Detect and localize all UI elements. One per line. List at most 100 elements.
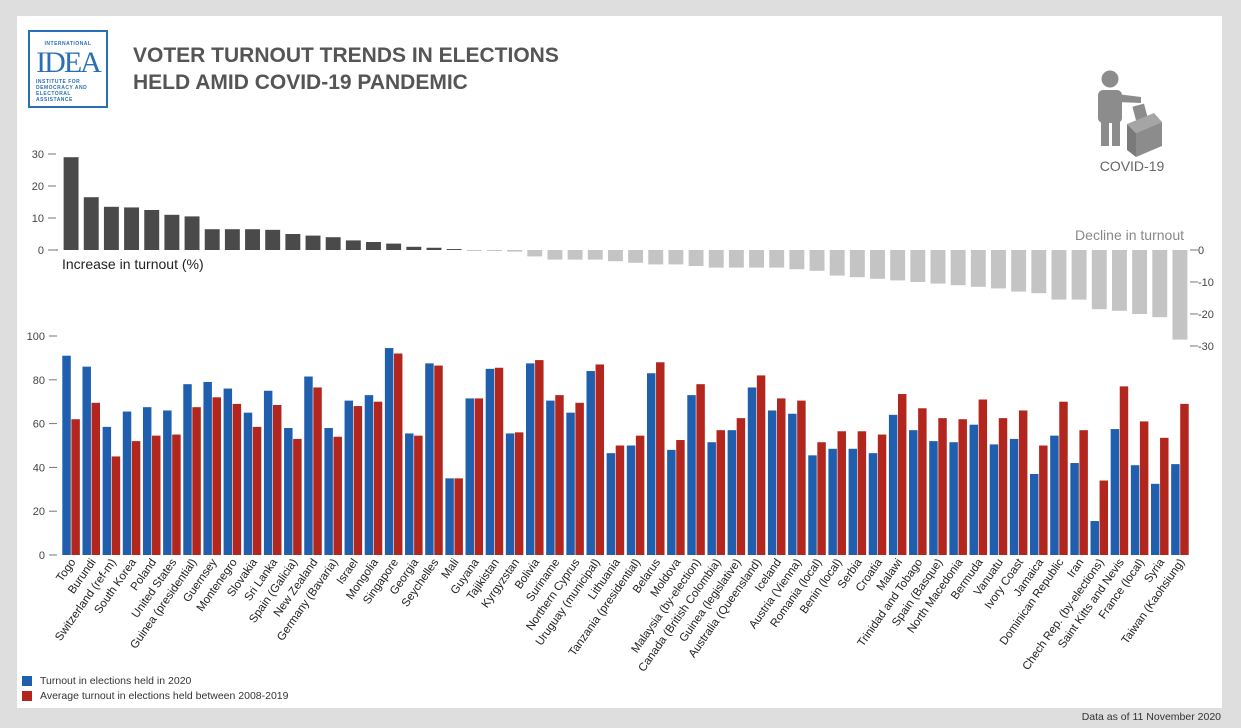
turnout-2020-bar (1030, 473, 1039, 555)
change-bar (426, 247, 442, 250)
change-bar (950, 250, 966, 286)
ballot-box-side (1127, 124, 1136, 157)
change-bar (305, 235, 321, 250)
average-turnout-bar (656, 362, 665, 555)
change-bar (1111, 250, 1127, 311)
average-turnout-bar (918, 408, 927, 555)
average-turnout-bar (91, 402, 101, 555)
change-bar (406, 246, 422, 250)
change-bar (124, 207, 140, 250)
change-bar (890, 250, 906, 281)
average-turnout-bar (595, 364, 605, 555)
turnout-2020-bar (324, 427, 333, 555)
average-turnout-bar (716, 430, 725, 555)
average-turnout-bar (1139, 421, 1149, 555)
average-turnout-bar (333, 436, 342, 555)
data-date-note: Data as of 11 November 2020 (1081, 711, 1221, 723)
change-bar (144, 210, 160, 250)
change-bar (486, 250, 502, 251)
average-turnout-bar (172, 434, 181, 555)
average-turnout-bar (454, 478, 463, 555)
average-turnout-bar (998, 418, 1008, 555)
turnout-2020-bar (82, 366, 91, 555)
turnout-2020-bar (868, 453, 878, 555)
average-turnout-bar (817, 442, 826, 555)
change-bar (224, 229, 240, 250)
turnout-2020-bar (747, 387, 757, 555)
top-right-tick-label: -10 (1198, 277, 1214, 289)
bottom-tick-label: 60 (33, 419, 45, 431)
turnout-2020-bar (122, 411, 132, 555)
change-bar (789, 250, 805, 270)
change-bar (870, 250, 885, 279)
average-turnout-bar (111, 456, 121, 555)
change-bar (628, 250, 644, 263)
change-bar (728, 250, 744, 268)
average-turnout-bar (615, 445, 625, 555)
ballot-box-top (1127, 113, 1162, 133)
turnout-2020-bar (828, 448, 837, 555)
change-bar (1172, 250, 1188, 340)
turnout-2020-bar (62, 355, 71, 555)
turnout-2020-bar (1150, 483, 1160, 555)
legend-item-2020: Turnout in elections held in 2020 (22, 673, 289, 688)
turnout-2020-bar (1090, 521, 1099, 555)
average-turnout-bar (897, 394, 907, 555)
change-bar (265, 229, 281, 250)
change-bar (103, 206, 119, 250)
turnout-change-chart: 30 20 10 0 0 -10 -20 -30 Increase in turnout (%)… (32, 149, 1214, 353)
turnout-2020-bar (767, 410, 777, 555)
turnout-2020-bar (969, 424, 979, 555)
page-title: VOTER TURNOUT TRENDS IN ELECTIONS HELD A… (133, 42, 559, 96)
change-bar (527, 250, 543, 257)
legend-label-average: Average turnout in elections held betwee… (40, 689, 289, 702)
turnout-2020-bar (163, 410, 172, 555)
turnout-2020-bar (1171, 464, 1180, 555)
turnout-2020-bar (707, 442, 716, 555)
ballot-paper (1132, 103, 1148, 121)
turnout-2020-bar (1070, 463, 1079, 555)
turnout-2020-bar (949, 442, 958, 555)
change-bar (366, 242, 381, 250)
average-turnout-bar (313, 387, 322, 555)
change-bar (466, 250, 482, 251)
change-bar (910, 250, 926, 282)
average-turnout-bar (1018, 410, 1028, 555)
average-turnout-bar (131, 441, 141, 555)
logo-main-text: IDEA (36, 46, 102, 79)
average-turnout-bar (232, 403, 242, 555)
change-bar (749, 250, 765, 268)
average-turnout-bar (938, 418, 947, 555)
ballot-voter-icon (1098, 70, 1162, 157)
change-bar (1051, 250, 1067, 300)
title-line-1: VOTER TURNOUT TRENDS IN ELECTIONS (133, 44, 559, 67)
idea-logo: INTERNATIONAL IDEA INSTITUTE FOR DEMOCRA… (28, 30, 108, 108)
ballot-box-front (1136, 122, 1162, 157)
change-bar (164, 214, 180, 250)
average-turnout-bar (877, 434, 887, 555)
turnout-2020-bar (203, 381, 212, 555)
change-bar (1071, 250, 1087, 300)
turnout-2020-bar (626, 445, 636, 555)
turnout-2020-bar (1110, 429, 1120, 555)
average-turnout-bar (857, 431, 867, 555)
logo-sub-text: INSTITUTE FOR DEMOCRACY AND ELECTORAL AS… (36, 79, 88, 103)
increase-label: Increase in turnout (%) (62, 256, 204, 272)
average-turnout-bar (978, 399, 988, 555)
average-turnout-bar (152, 435, 161, 555)
change-bar (587, 250, 603, 260)
turnout-2020-bar (304, 376, 313, 555)
turnout-2020-bar (989, 444, 999, 555)
average-turnout-bar (71, 419, 80, 555)
top-right-tick-label: -30 (1198, 341, 1214, 353)
change-bar (345, 240, 361, 250)
average-turnout-bar (535, 360, 544, 555)
change-bar (547, 250, 563, 260)
change-bar (607, 250, 623, 262)
bottom-tick-label: 20 (33, 506, 45, 518)
average-turnout-bar (1119, 386, 1129, 555)
turnout-2020-bar (505, 433, 515, 555)
bottom-tick-label: 80 (33, 375, 45, 387)
